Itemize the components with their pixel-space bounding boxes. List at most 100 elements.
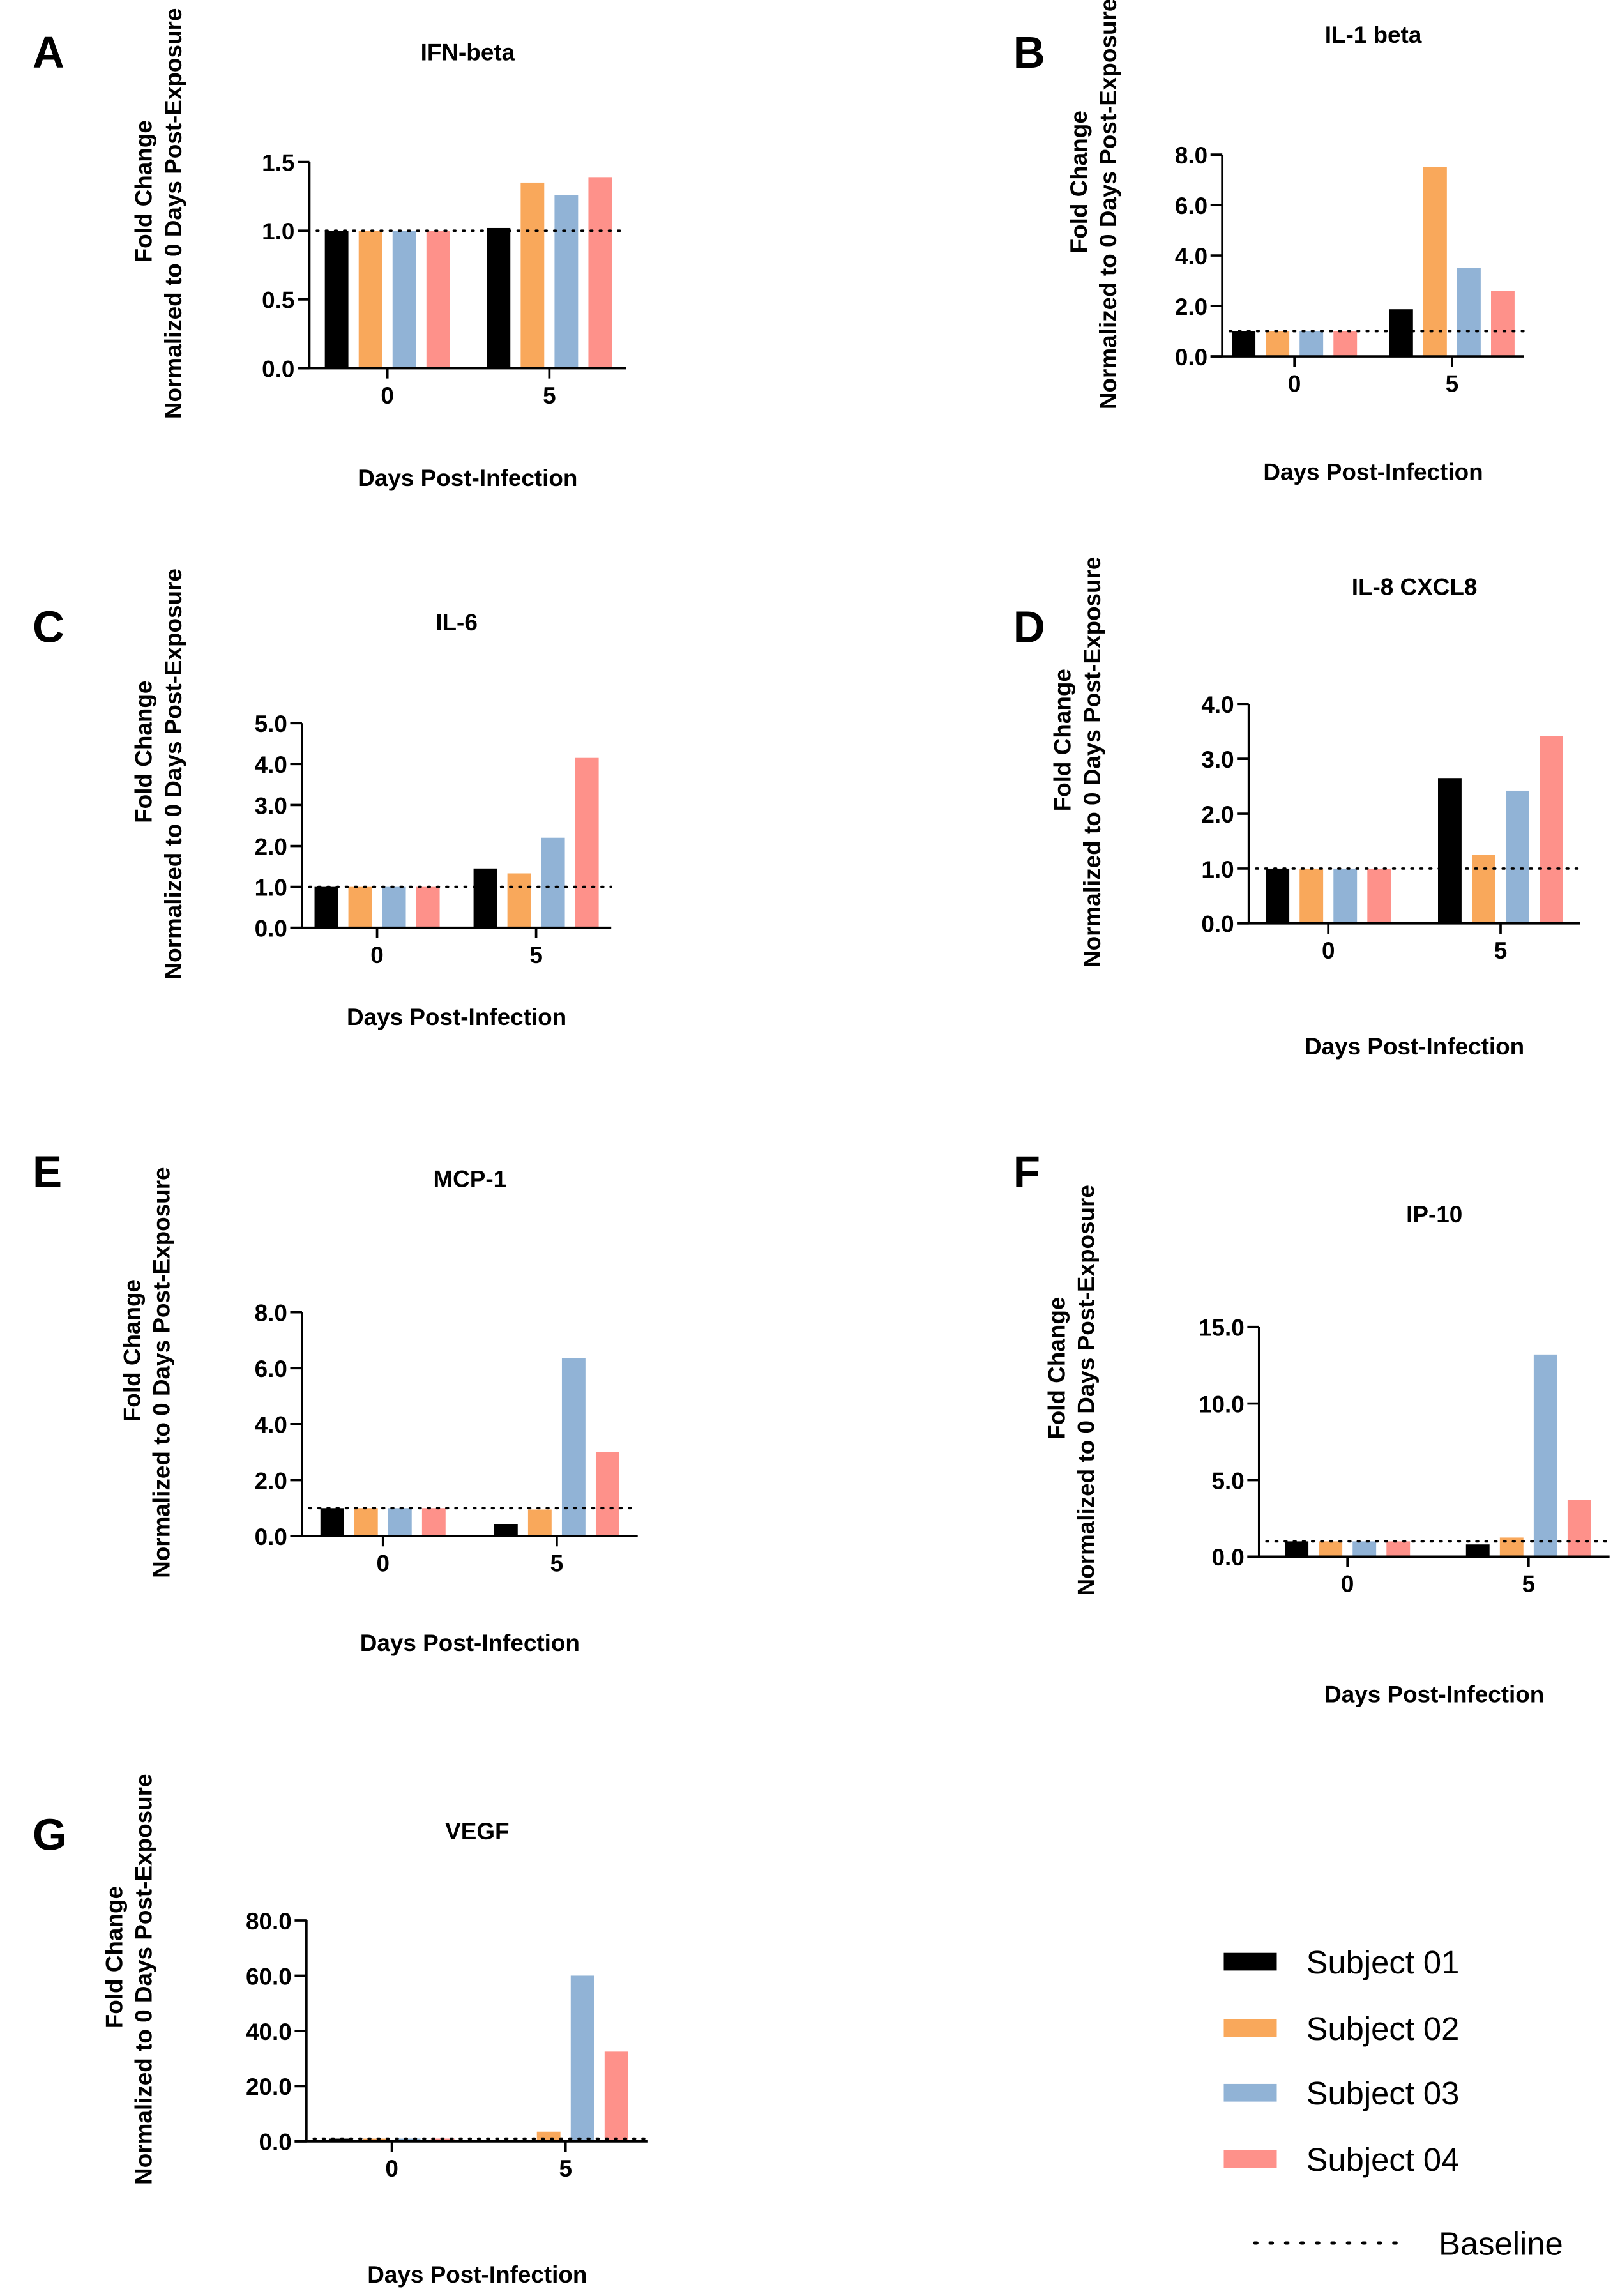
x-tick-label: 0 (1341, 1571, 1354, 1597)
y-tick-label: 4.0 (255, 752, 287, 778)
y-axis-label-line-2: Normalized to 0 Days Post-Exposure (160, 8, 186, 419)
legend-label: Baseline (1439, 2225, 1563, 2262)
x-tick-label: 5 (529, 942, 543, 968)
bar-subject-03-day-5 (1457, 268, 1481, 357)
bar-subject-03-day-5 (541, 837, 565, 928)
legend-swatch (1223, 1952, 1277, 1971)
bar-subject-01-day-0 (1266, 868, 1290, 924)
bar-subject-01-day-0 (329, 2138, 353, 2141)
bar-subject-04-day-5 (1540, 736, 1564, 924)
x-axis-label: Days Post-Infection (1324, 1682, 1544, 1708)
y-axis-label: Fold Change Normalized to 0 Days Post-Exp… (131, 8, 186, 419)
y-tick-label: 20.0 (246, 2074, 292, 2100)
legend-label: Subject 02 (1306, 2011, 1460, 2047)
bar-subject-03-day-5 (561, 1358, 586, 1537)
bar-subject-01-day-0 (1285, 1541, 1309, 1557)
bar-subject-02-day-5 (507, 873, 531, 928)
chart-title: IL-1 beta (1325, 22, 1422, 48)
bar-subject-04-day-0 (416, 886, 440, 928)
bar-subject-01-day-0 (324, 231, 349, 369)
y-tick-label: 0.0 (1201, 911, 1234, 938)
bar-subject-03-day-0 (1352, 1541, 1377, 1557)
y-tick-label: 15.0 (1199, 1315, 1245, 1341)
bar-subject-04-day-0 (421, 1508, 446, 1537)
bar-subject-03-day-0 (388, 1508, 412, 1537)
chart-title: IL-8 CXCL8 (1352, 574, 1478, 600)
chart-title: IL-6 (435, 609, 478, 635)
y-tick-label: 0.0 (1211, 1544, 1244, 1570)
bar-subject-04-day-0 (1367, 868, 1391, 924)
bar-subject-04-day-5 (1491, 291, 1515, 357)
x-tick-label: 5 (559, 2155, 572, 2182)
bar-subject-04-day-0 (1386, 1541, 1411, 1557)
chart-title: IFN-beta (421, 40, 515, 66)
legend-label: Subject 04 (1306, 2141, 1460, 2178)
y-tick-label: 1.5 (262, 149, 294, 176)
legend-swatch (1223, 2083, 1277, 2102)
legend-item-baseline: Baseline (1253, 2225, 1563, 2262)
legend-swatch (1223, 2150, 1277, 2168)
y-tick-label: 0.0 (1175, 344, 1207, 370)
y-axis-label-line-1: Fold Change (1050, 669, 1076, 811)
x-tick-label: 0 (1322, 938, 1335, 964)
y-tick-label: 2.0 (255, 833, 287, 860)
bar-subject-02-day-5 (527, 1509, 552, 1537)
y-tick-label: 2.0 (1175, 294, 1207, 320)
bar-subject-01-day-5 (1465, 1544, 1490, 1557)
bar-subject-02-day-0 (1319, 1541, 1343, 1557)
y-axis-label-line-1: Fold Change (102, 1886, 128, 2028)
y-tick-label: 4.0 (1175, 243, 1207, 270)
bar-subject-03-day-0 (397, 2138, 421, 2141)
bar-subject-04-day-5 (588, 177, 612, 369)
x-tick-label: 0 (1288, 370, 1301, 397)
bar-subject-03-day-0 (1299, 331, 1324, 357)
bar-subject-04-day-0 (1333, 331, 1358, 357)
y-axis-label: Fold Change Normalized to 0 Days Post-Exp… (131, 568, 186, 979)
y-tick-label: 4.0 (255, 1412, 287, 1438)
y-tick-label: 3.0 (255, 793, 287, 819)
y-axis-label-line-2: Normalized to 0 Days Post-Exposure (131, 1774, 157, 2184)
y-tick-label: 8.0 (1175, 142, 1207, 169)
y-axis-label: Fold Change Normalized to 0 Days Post-Exp… (1043, 1185, 1099, 1595)
bar-subject-02-day-0 (348, 886, 372, 928)
bar-subject-01-day-5 (1389, 309, 1413, 357)
y-tick-label: 8.0 (255, 1300, 287, 1326)
y-axis-label-line-1: Fold Change (1066, 110, 1092, 253)
y-tick-label: 10.0 (1199, 1391, 1245, 1417)
bar-subject-01-day-5 (473, 868, 497, 928)
y-axis-label-line-1: Fold Change (1043, 1297, 1070, 1440)
bar-subject-04-day-0 (426, 231, 450, 369)
y-tick-label: 60.0 (246, 1963, 292, 1989)
bar-subject-01-day-0 (320, 1508, 344, 1537)
bar-subject-02-day-0 (358, 231, 382, 369)
y-tick-label: 6.0 (255, 1356, 287, 1382)
panel-letter: D (1013, 602, 1045, 651)
y-tick-label: 6.0 (1175, 193, 1207, 219)
x-tick-label: 0 (385, 2155, 398, 2182)
chart-panel-g: G VEGF Days Post-Infection Fold Change Norma… (33, 1774, 649, 2288)
panel-letter: C (33, 602, 64, 651)
x-tick-label: 5 (550, 1550, 564, 1576)
bar-subject-03-day-0 (1333, 868, 1358, 924)
bar-subject-02-day-0 (1299, 868, 1324, 924)
y-axis-label-line-2: Normalized to 0 Days Post-Exposure (1079, 557, 1105, 968)
y-tick-label: 40.0 (246, 2019, 292, 2045)
y-axis-label-line-1: Fold Change (131, 681, 157, 823)
x-tick-label: 5 (1446, 370, 1459, 397)
y-tick-label: 0.0 (262, 356, 294, 382)
panel-letter: E (33, 1147, 62, 1197)
y-tick-label: 0.0 (259, 2129, 292, 2155)
y-tick-label: 5.0 (255, 711, 287, 737)
bar-subject-01-day-5 (487, 227, 511, 369)
panel-letter: A (33, 27, 64, 77)
bar-subject-04-day-0 (430, 2138, 455, 2141)
chart-panel-c: C IL-6 Days Post-Infection Fold Change Norma… (33, 568, 613, 1030)
chart-title: MCP-1 (433, 1166, 506, 1192)
y-axis-label: Fold Change Normalized to 0 Days Post-Exp… (1066, 0, 1121, 409)
y-tick-label: 0.5 (262, 287, 294, 314)
y-tick-label: 1.0 (1201, 856, 1234, 883)
bar-subject-02-day-5 (536, 2131, 561, 2141)
bar-subject-03-day-0 (382, 886, 406, 928)
